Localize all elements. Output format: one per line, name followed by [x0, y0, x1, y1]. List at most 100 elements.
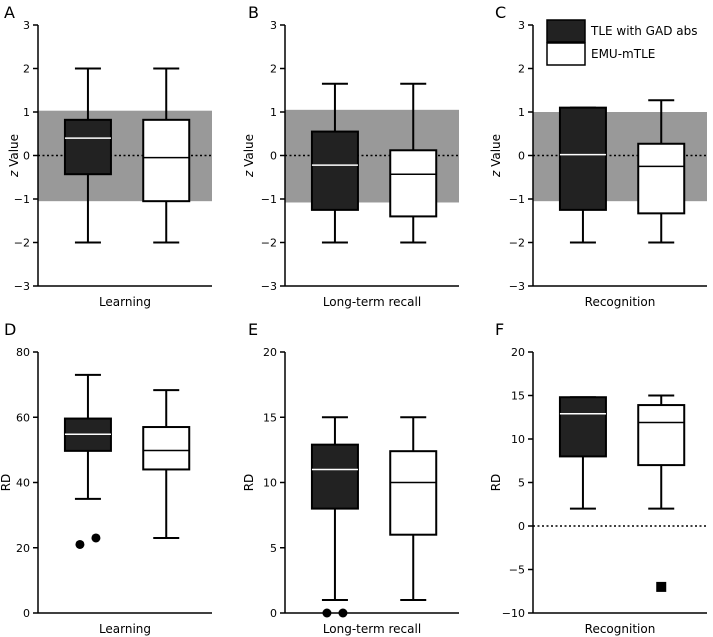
outlier-point	[91, 533, 101, 543]
y-tick-label: −10	[502, 607, 525, 620]
y-tick-label: 0	[518, 520, 525, 533]
y-tick-label: 0	[23, 607, 30, 620]
y-tick-label: 5	[518, 477, 525, 490]
y-tick-label: −1	[509, 193, 525, 206]
box-iqr	[637, 142, 686, 215]
y-tick-label: −3	[509, 280, 525, 293]
panel-d: 0 20 40 60 80 Learning RD D	[0, 320, 212, 636]
y-tick-label: −2	[14, 237, 30, 250]
panel-f: −10 −5 0 5 10 15 20 Recognition RD F	[489, 320, 707, 636]
y-tick-label: 5	[270, 542, 277, 555]
y-tick-label: 20	[263, 346, 277, 359]
panel-d-box-tle-gad	[63, 373, 112, 549]
y-tick-label: −3	[14, 280, 30, 293]
y-tick-label: 15	[511, 390, 525, 403]
legend-entry-emu-mtle: EMU-mTLE	[546, 42, 655, 66]
y-tick-label: 20	[16, 542, 30, 555]
panel-b-letter: B	[248, 3, 259, 22]
panel-d-y-label: RD	[0, 474, 13, 492]
box-iqr	[389, 149, 438, 218]
panel-b: −3 −2 −1 0 1 2 3 Long-term recall z Value B	[242, 3, 459, 309]
y-tick-label: 3	[270, 19, 277, 32]
box-iqr	[558, 396, 607, 458]
y-tick-label: 10	[511, 433, 525, 446]
y-tick-label: −5	[509, 564, 525, 577]
box-iqr	[310, 443, 359, 510]
y-tick-label: 1	[270, 106, 277, 119]
panel-f-x-label: Recognition	[585, 622, 656, 636]
panel-d-letter: D	[4, 320, 16, 339]
panel-c: −3 −2 −1 0 1 2 3 Recognition z Value C	[489, 3, 707, 309]
y-tick-label: 1	[23, 106, 30, 119]
panel-b-box-tle-gad	[310, 82, 359, 244]
y-tick-label: 0	[23, 150, 30, 163]
y-tick-label: −1	[14, 193, 30, 206]
panel-a-letter: A	[4, 3, 15, 22]
panel-e-y-label: RD	[242, 474, 256, 492]
panel-e-x-label: Long-term recall	[323, 622, 421, 636]
legend-entry-tle-gad: TLE with GAD abs	[546, 19, 697, 43]
y-tick-label: 80	[16, 346, 30, 359]
y-label-z: z	[7, 170, 21, 178]
legend-swatch-emu-mtle	[546, 42, 586, 66]
y-tick-label: 0	[518, 150, 525, 163]
panel-b-box-emu-mtle	[389, 82, 438, 244]
panel-b-x-label: Long-term recall	[323, 295, 421, 309]
panel-e-letter: E	[248, 320, 258, 339]
outlier-point	[656, 581, 667, 592]
panel-c-box-tle-gad	[558, 106, 607, 244]
outlier-point	[75, 539, 85, 549]
y-tick-label: 2	[23, 63, 30, 76]
panel-d-x-label: Learning	[99, 622, 151, 636]
box-iqr	[558, 106, 607, 211]
legend-swatch-tle-gad	[546, 19, 586, 43]
panel-e-box-emu-mtle	[389, 416, 438, 601]
panel-f-box-emu-mtle	[637, 394, 686, 592]
y-tick-label: 3	[518, 19, 525, 32]
y-tick-label: 0	[270, 607, 277, 620]
panel-a-box-tle-gad	[63, 67, 112, 244]
panel-a-box-emu-mtle	[142, 67, 191, 244]
y-tick-label: 0	[270, 150, 277, 163]
y-tick-label: −3	[261, 280, 277, 293]
y-label-z: z	[489, 170, 503, 178]
y-tick-label: 15	[263, 411, 277, 424]
box-iqr	[142, 118, 191, 203]
panel-e-box-tle-gad	[310, 416, 359, 618]
panel-a-y-label: z Value	[7, 134, 21, 178]
panel-a-x-label: Learning	[99, 295, 151, 309]
panel-e: 0 5 10 15 20 Long-term recall RD E	[242, 320, 459, 636]
y-tick-label: 40	[16, 477, 30, 490]
panel-f-box-tle-gad	[558, 396, 607, 510]
panel-b-y-label: z Value	[242, 134, 256, 178]
panel-c-y-label: z Value	[489, 134, 503, 178]
panel-d-box-emu-mtle	[142, 389, 191, 539]
y-tick-label: 3	[23, 19, 30, 32]
y-tick-label: −1	[261, 193, 277, 206]
legend-label-tle-gad: TLE with GAD abs	[590, 24, 697, 38]
legend: TLE with GAD abs EMU-mTLE	[546, 19, 697, 66]
y-tick-label: 1	[518, 106, 525, 119]
y-tick-label: 10	[263, 477, 277, 490]
box-iqr	[389, 450, 438, 536]
box-iqr	[310, 130, 359, 211]
panel-c-box-emu-mtle	[637, 99, 686, 244]
box-iqr	[142, 426, 191, 471]
panel-c-x-label: Recognition	[585, 295, 656, 309]
y-tick-label: 2	[518, 63, 525, 76]
panel-f-y-label: RD	[489, 474, 503, 492]
y-tick-label: 60	[16, 411, 30, 424]
y-tick-label: 20	[511, 346, 525, 359]
y-tick-label: 2	[270, 63, 277, 76]
y-label-z: z	[242, 170, 256, 178]
panel-a: −3 −2 −1 0 1 2 3 Learning z Value A	[4, 3, 212, 309]
panel-c-letter: C	[495, 3, 506, 22]
legend-label-emu-mtle: EMU-mTLE	[591, 47, 655, 61]
panel-f-letter: F	[495, 320, 504, 339]
y-tick-label: −2	[261, 237, 277, 250]
box-iqr	[637, 404, 686, 467]
box-iqr	[63, 118, 112, 176]
y-tick-label: −2	[509, 237, 525, 250]
